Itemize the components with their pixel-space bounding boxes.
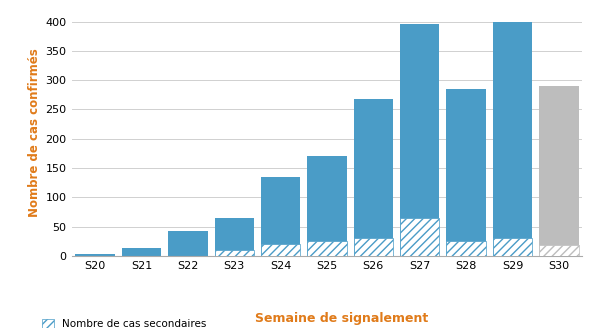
Bar [215, 218, 254, 256]
Bar [446, 241, 486, 256]
Bar [493, 238, 532, 256]
Bar [353, 238, 393, 256]
Bar [539, 86, 578, 256]
Bar [261, 177, 301, 256]
Bar [446, 89, 486, 256]
Bar [353, 99, 393, 256]
Bar [168, 231, 208, 256]
Bar [76, 254, 115, 256]
Bar [215, 250, 254, 256]
Bar [400, 25, 439, 256]
Text: Semaine de signalement: Semaine de signalement [256, 312, 428, 325]
Bar [493, 22, 532, 256]
Bar [122, 248, 161, 256]
Y-axis label: Nombre de cas confirmés: Nombre de cas confirmés [28, 49, 41, 217]
Bar [539, 245, 578, 256]
Bar [307, 156, 347, 256]
Bar [307, 241, 347, 256]
Bar [261, 244, 301, 256]
Bar [400, 218, 439, 256]
Legend: Nombre de cas secondaires: Nombre de cas secondaires [41, 319, 207, 328]
